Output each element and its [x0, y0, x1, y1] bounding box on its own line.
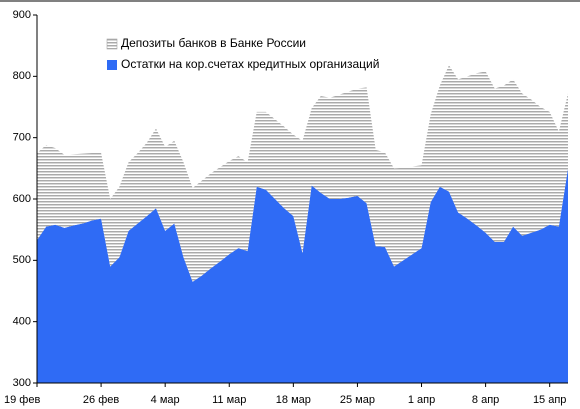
legend-swatch: [107, 60, 117, 70]
y-tick-label: 300: [13, 377, 31, 389]
x-tick-label: 18 мар: [276, 394, 311, 406]
x-tick-label: 11 мар: [212, 394, 246, 406]
y-tick-label: 900: [13, 9, 31, 21]
area: [37, 168, 568, 383]
y-tick-label: 600: [13, 193, 31, 205]
x-tick-label: 26 фев: [83, 394, 119, 406]
y-tick-label: 700: [13, 132, 31, 144]
y-tick-label: 400: [13, 316, 31, 328]
x-tick-label: 8 апр: [472, 394, 499, 406]
area: [37, 65, 568, 282]
x-tick-label: 19 фев: [4, 394, 40, 406]
x-tick-label: 25 мар: [340, 394, 375, 406]
x-tick-label: 15 апр: [533, 394, 566, 406]
x-tick-label: 1 апр: [408, 394, 435, 406]
y-tick-label: 500: [13, 254, 31, 266]
legend-swatch: [106, 38, 118, 50]
x-tick-label: 4 мар: [151, 394, 180, 406]
legend-label: Депозиты банков в Банке России: [121, 36, 306, 50]
y-tick-label: 800: [13, 70, 31, 82]
legend-label: Остатки на кор.счетах кредитных организа…: [121, 57, 379, 71]
